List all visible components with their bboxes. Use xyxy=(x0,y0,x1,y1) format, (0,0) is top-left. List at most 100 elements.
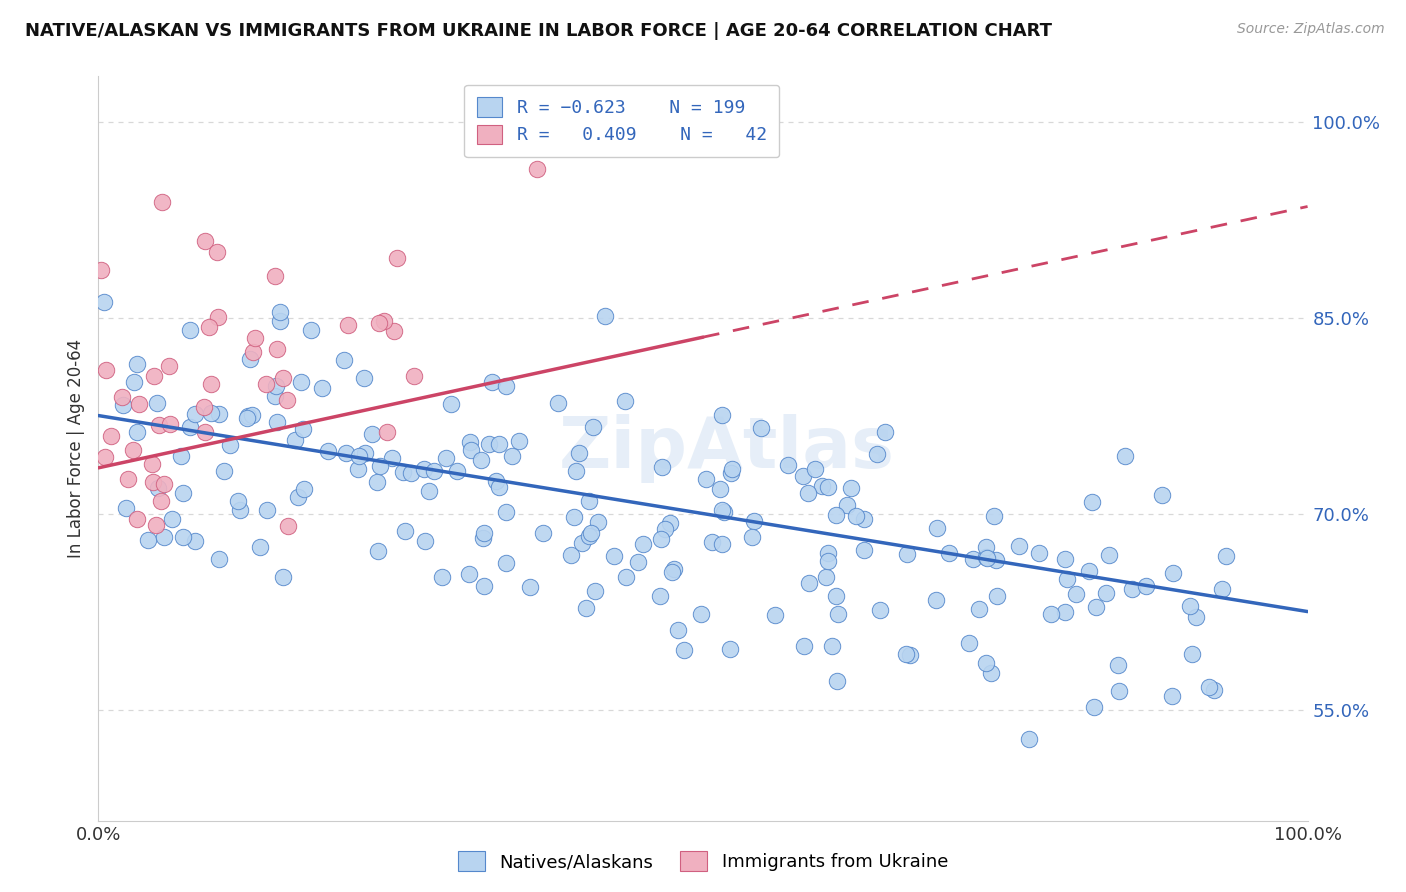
Point xyxy=(269,314,291,328)
Point xyxy=(778,458,800,473)
Point xyxy=(311,381,333,395)
Point xyxy=(827,607,849,621)
Point xyxy=(661,566,683,580)
Point xyxy=(170,449,193,463)
Point xyxy=(264,389,287,403)
Point xyxy=(501,450,523,464)
Point xyxy=(562,509,585,524)
Point xyxy=(366,475,388,489)
Point xyxy=(1083,700,1105,714)
Point xyxy=(531,526,554,541)
Point xyxy=(1152,488,1174,502)
Point xyxy=(472,579,495,593)
Point xyxy=(852,542,875,557)
Point xyxy=(143,368,166,383)
Point xyxy=(984,553,1007,567)
Point xyxy=(488,437,510,451)
Point xyxy=(276,392,298,407)
Point xyxy=(1077,564,1099,578)
Point xyxy=(603,549,626,563)
Point xyxy=(179,323,201,337)
Point xyxy=(713,505,735,519)
Point xyxy=(852,511,875,525)
Point xyxy=(797,485,820,500)
Point xyxy=(710,408,733,422)
Point xyxy=(264,268,287,283)
Point xyxy=(148,481,170,495)
Point xyxy=(720,467,742,481)
Point xyxy=(266,415,288,429)
Point xyxy=(229,503,252,517)
Point xyxy=(264,378,287,392)
Point xyxy=(763,607,786,622)
Point xyxy=(695,472,717,486)
Point xyxy=(236,411,259,425)
Point xyxy=(986,589,1008,603)
Point xyxy=(967,602,990,616)
Point xyxy=(749,421,772,435)
Point xyxy=(718,641,741,656)
Point xyxy=(430,570,453,584)
Point xyxy=(125,425,148,439)
Point xyxy=(460,442,482,457)
Point xyxy=(1185,609,1208,624)
Point xyxy=(793,639,815,653)
Point xyxy=(495,505,517,519)
Point xyxy=(825,674,848,689)
Point xyxy=(208,408,231,422)
Point xyxy=(565,464,588,478)
Point xyxy=(283,433,305,447)
Point xyxy=(254,377,277,392)
Point xyxy=(125,357,148,371)
Point xyxy=(976,551,998,566)
Point xyxy=(976,656,998,670)
Point xyxy=(925,593,948,607)
Point xyxy=(896,648,918,662)
Point xyxy=(1161,689,1184,703)
Point xyxy=(742,514,765,528)
Point xyxy=(271,570,294,584)
Point xyxy=(336,318,359,333)
Point xyxy=(150,194,173,209)
Point xyxy=(481,375,503,389)
Point xyxy=(368,458,391,473)
Point xyxy=(792,469,814,483)
Point xyxy=(700,534,723,549)
Point xyxy=(568,446,591,460)
Point xyxy=(811,479,834,493)
Point xyxy=(662,561,685,575)
Point xyxy=(659,516,682,530)
Point xyxy=(457,567,479,582)
Point xyxy=(121,443,143,458)
Point xyxy=(153,530,176,544)
Point xyxy=(347,462,370,476)
Point xyxy=(316,444,339,458)
Point xyxy=(184,407,207,421)
Point xyxy=(236,409,259,423)
Point xyxy=(980,665,1002,680)
Point xyxy=(382,324,405,338)
Point xyxy=(519,580,541,594)
Point xyxy=(495,556,517,570)
Point xyxy=(193,400,215,414)
Point xyxy=(142,475,165,489)
Point xyxy=(125,512,148,526)
Point xyxy=(741,530,763,544)
Point xyxy=(821,640,844,654)
Point xyxy=(470,453,492,467)
Point xyxy=(212,464,235,478)
Point xyxy=(472,525,495,540)
Point xyxy=(172,486,194,500)
Point xyxy=(277,519,299,533)
Point xyxy=(526,161,548,176)
Legend: R = −0.623    N = 199, R =   0.409    N =   42: R = −0.623 N = 199, R = 0.409 N = 42 xyxy=(464,85,779,157)
Point xyxy=(579,525,602,540)
Point xyxy=(488,480,510,494)
Point xyxy=(839,481,862,495)
Point xyxy=(93,294,115,309)
Point xyxy=(1053,552,1076,566)
Point xyxy=(145,517,167,532)
Point xyxy=(287,490,309,504)
Point xyxy=(373,314,395,328)
Point xyxy=(650,533,672,547)
